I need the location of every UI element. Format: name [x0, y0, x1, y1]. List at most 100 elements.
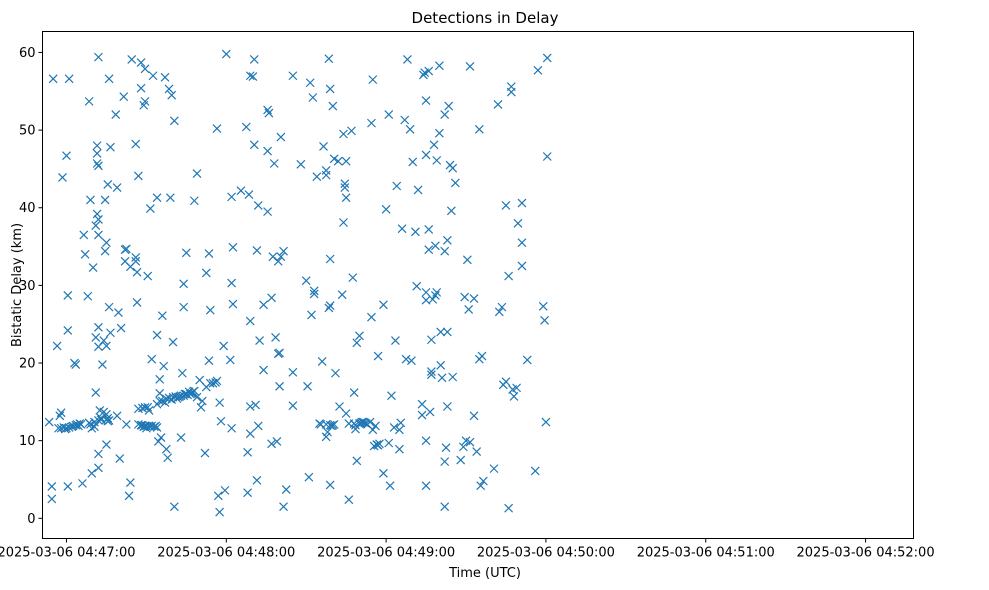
data-point	[497, 302, 507, 312]
data-point	[88, 263, 98, 272]
data-point	[99, 336, 109, 345]
data-point	[228, 242, 238, 252]
data-point	[221, 49, 231, 59]
data-point	[140, 64, 150, 74]
data-point	[493, 100, 503, 109]
data-point	[157, 311, 167, 321]
data-point	[252, 246, 262, 255]
data-point	[355, 331, 364, 341]
data-point	[112, 183, 122, 192]
data-point	[169, 502, 179, 512]
data-point	[64, 74, 74, 84]
data-point	[44, 417, 54, 427]
data-point	[213, 491, 223, 501]
x-tick-label: 2025-03-06 04:52:00	[797, 546, 935, 561]
data-point	[263, 207, 272, 217]
data-point	[469, 411, 479, 421]
data-point	[469, 294, 479, 304]
data-point	[121, 244, 131, 254]
data-point	[87, 423, 97, 433]
data-point	[132, 267, 142, 277]
data-point	[504, 503, 514, 513]
data-point	[140, 96, 150, 106]
x-axis: 2025-03-06 04:47:00 2025-03-06 04:48:00 20…	[0, 538, 935, 561]
data-point	[509, 391, 519, 401]
data-point	[136, 83, 146, 93]
data-point	[517, 198, 527, 208]
data-point	[165, 193, 175, 203]
data-point	[136, 58, 146, 67]
data-point	[325, 254, 335, 264]
data-point	[131, 256, 141, 266]
data-point	[244, 190, 254, 199]
data-point	[442, 327, 452, 337]
data-point	[92, 159, 102, 168]
data-point	[446, 206, 456, 216]
data-point	[215, 398, 225, 408]
data-point	[428, 294, 438, 304]
data-point	[304, 472, 314, 482]
data-point	[115, 454, 125, 463]
data-point	[324, 303, 334, 313]
data-point	[104, 416, 114, 425]
data-point	[249, 55, 259, 64]
data-point	[164, 84, 174, 94]
data-point	[501, 377, 511, 387]
y-axis: 0 10 20 30 40 50 60	[19, 46, 43, 527]
data-point	[78, 478, 87, 488]
data-point	[321, 170, 331, 180]
data-point	[421, 287, 431, 297]
data-point	[252, 475, 262, 485]
data-point	[264, 108, 274, 118]
data-point	[426, 335, 436, 345]
data-point	[127, 55, 137, 64]
data-point	[47, 482, 57, 491]
data-point	[275, 348, 284, 358]
data-point	[91, 221, 101, 231]
data-point	[267, 293, 276, 303]
data-point	[444, 101, 454, 111]
data-point	[477, 351, 487, 361]
data-point	[448, 163, 458, 173]
data-point	[160, 72, 170, 82]
data-point	[405, 124, 415, 134]
data-point	[259, 300, 269, 310]
data-point	[157, 396, 167, 406]
data-point	[156, 433, 166, 442]
data-point	[430, 291, 440, 300]
y-tick-label: 20	[19, 357, 36, 372]
data-point	[179, 279, 189, 289]
data-point	[368, 425, 378, 435]
data-point	[90, 422, 99, 432]
data-point	[263, 146, 272, 156]
data-point	[533, 65, 543, 75]
x-tick-label: 2025-03-06 04:50:00	[477, 546, 615, 561]
data-point	[279, 246, 288, 256]
data-point	[542, 152, 552, 161]
data-point	[341, 409, 351, 418]
data-point	[373, 351, 383, 361]
data-point	[325, 301, 335, 310]
data-point	[253, 200, 263, 210]
data-point	[74, 421, 83, 431]
data-point	[325, 84, 335, 94]
data-point	[248, 72, 258, 81]
data-point	[472, 447, 482, 456]
data-point	[227, 423, 237, 433]
data-point	[367, 118, 376, 128]
data-point	[417, 399, 427, 409]
data-point	[448, 372, 458, 382]
data-point	[111, 110, 121, 120]
data-point	[465, 437, 475, 447]
data-point	[368, 75, 378, 85]
data-point	[434, 61, 444, 71]
data-point	[155, 388, 165, 398]
data-point	[63, 482, 73, 491]
data-point	[504, 271, 514, 281]
data-point	[275, 381, 284, 391]
data-point	[389, 423, 399, 432]
data-point	[381, 204, 391, 214]
data-point	[91, 388, 101, 397]
data-point	[339, 218, 348, 227]
